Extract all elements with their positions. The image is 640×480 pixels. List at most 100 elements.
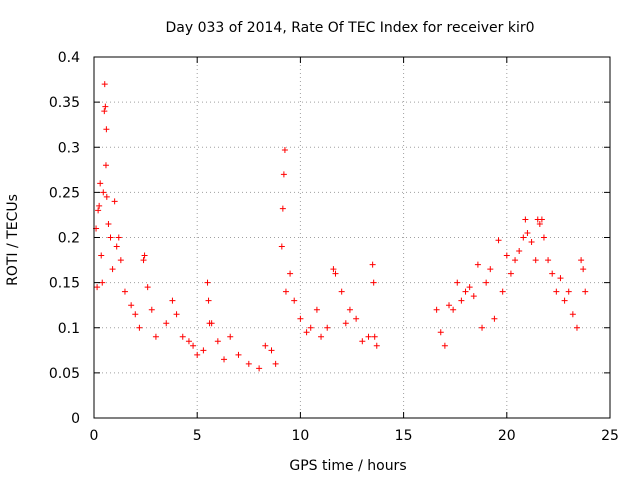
data-point: [280, 171, 287, 178]
data-point: [141, 252, 148, 259]
data-point: [185, 338, 192, 345]
x-tick-label: 20: [498, 428, 516, 444]
data-point: [474, 261, 481, 268]
data-point: [578, 257, 585, 264]
data-point: [370, 279, 377, 286]
y-tick-label: 0.3: [58, 140, 80, 156]
data-point: [450, 306, 457, 313]
data-point: [245, 360, 252, 367]
data-point: [128, 302, 135, 309]
data-point: [163, 320, 170, 327]
data-point: [373, 342, 380, 349]
axis-ticks: 0 5 10 15 20 25 0 0.05 0.1 0.15 0.2 0.25 0.3 0.35 0.4: [49, 50, 619, 444]
data-point: [96, 202, 103, 209]
data-point: [136, 324, 143, 331]
data-point: [98, 252, 105, 259]
data-point: [113, 243, 120, 250]
data-point: [173, 311, 180, 318]
data-point: [200, 347, 207, 354]
data-point: [103, 193, 110, 200]
chart-title: Day 033 of 2014, Rate Of TEC Index for r…: [165, 20, 534, 36]
y-axis-label: ROTI / TECUs: [5, 194, 21, 286]
data-point: [214, 338, 221, 345]
data-point: [479, 324, 486, 331]
data-point: [235, 351, 242, 358]
data-point: [580, 266, 587, 273]
y-tick-label: 0.25: [49, 185, 80, 201]
y-tick-label: 0.05: [49, 366, 80, 382]
data-point: [303, 329, 310, 336]
y-tick-label: 0.15: [49, 276, 80, 292]
data-point: [561, 297, 568, 304]
data-point: [365, 333, 372, 340]
data-point: [573, 324, 580, 331]
data-point: [144, 284, 151, 291]
y-tick-label: 0.2: [58, 231, 80, 247]
data-point: [194, 351, 201, 358]
data-point: [516, 248, 523, 255]
data-point: [107, 234, 114, 241]
data-point: [94, 284, 101, 291]
data-point: [369, 261, 376, 268]
data-point: [557, 275, 564, 282]
data-point: [318, 333, 325, 340]
data-points: [93, 81, 589, 372]
data-point: [324, 324, 331, 331]
y-tick-label: 0.35: [49, 95, 80, 111]
data-point: [221, 356, 228, 363]
data-point: [272, 360, 279, 367]
data-point: [433, 306, 440, 313]
data-point: [538, 216, 545, 223]
data-point: [278, 243, 285, 250]
x-tick-label: 15: [395, 428, 413, 444]
data-point: [491, 315, 498, 322]
data-point: [313, 306, 320, 313]
data-point: [256, 365, 263, 372]
data-point: [437, 329, 444, 336]
data-point: [227, 333, 234, 340]
data-point: [282, 288, 289, 295]
data-point: [279, 205, 286, 212]
data-point: [338, 288, 345, 295]
data-point: [204, 279, 211, 286]
data-point: [262, 342, 269, 349]
x-axis-label: GPS time / hours: [289, 458, 406, 474]
data-point: [332, 270, 339, 277]
data-point: [487, 266, 494, 273]
data-point: [268, 347, 275, 354]
data-point: [582, 288, 589, 295]
data-point: [454, 279, 461, 286]
data-point: [281, 146, 288, 153]
data-point: [483, 279, 490, 286]
data-point: [371, 333, 378, 340]
data-point: [446, 302, 453, 309]
data-point: [291, 297, 298, 304]
data-point: [103, 126, 110, 133]
y-tick-label: 0.1: [58, 321, 80, 337]
x-tick-label: 0: [90, 428, 99, 444]
data-point: [458, 297, 465, 304]
data-point: [503, 252, 510, 259]
data-point: [297, 315, 304, 322]
data-point: [99, 279, 106, 286]
data-point: [287, 270, 294, 277]
data-point: [132, 311, 139, 318]
data-point: [532, 257, 539, 264]
data-point: [208, 320, 215, 327]
data-point: [101, 81, 108, 88]
x-tick-label: 10: [291, 428, 309, 444]
data-point: [462, 288, 469, 295]
data-point: [330, 266, 337, 273]
data-point: [470, 293, 477, 300]
y-tick-label: 0.4: [58, 50, 80, 66]
data-point: [359, 338, 366, 345]
x-tick-label: 5: [193, 428, 202, 444]
data-point: [441, 342, 448, 349]
data-point: [102, 162, 109, 169]
data-point: [540, 234, 547, 241]
data-point: [545, 257, 552, 264]
data-point: [520, 234, 527, 241]
data-point: [205, 297, 212, 304]
data-point: [102, 103, 109, 110]
x-tick-label: 25: [601, 428, 619, 444]
